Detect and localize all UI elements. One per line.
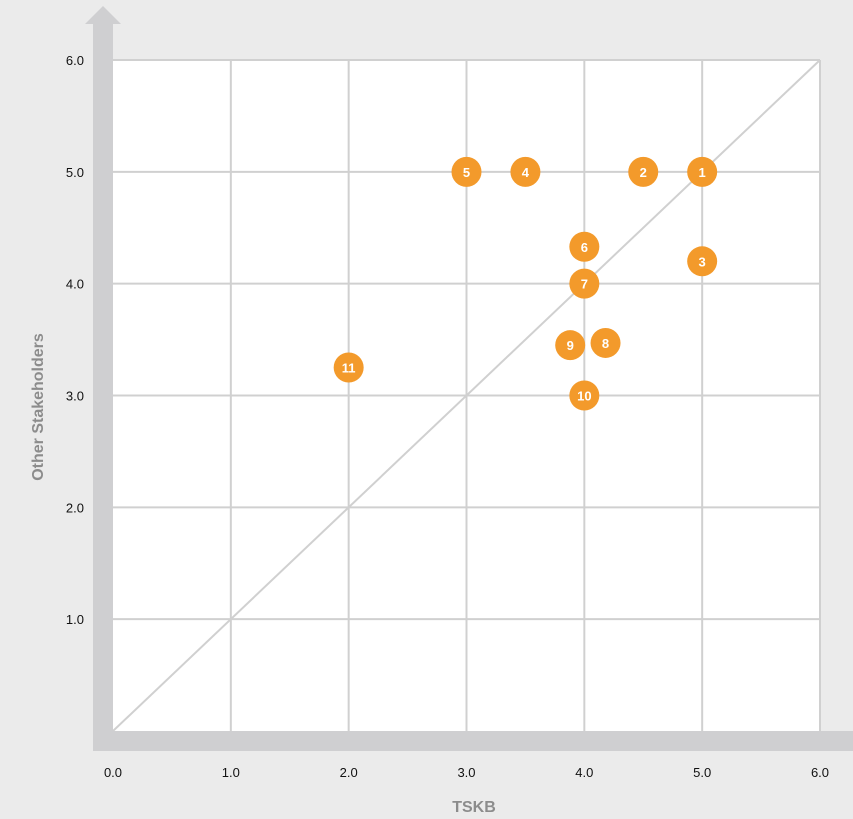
data-point-label: 1 <box>699 165 706 180</box>
data-point-circle <box>333 352 364 383</box>
tick-labels: 0.0 1.0 2.0 3.0 4.0 5.0 6.0 1.0 2.0 3.0 4.0 5.0 6.0 <box>66 53 829 780</box>
data-point-label: 3 <box>699 254 706 269</box>
y-axis-arrow <box>85 6 121 751</box>
data-point-circle <box>590 327 621 358</box>
data-point-marker: 6 <box>569 231 600 262</box>
x-tick-label: 3.0 <box>457 765 475 780</box>
data-point-circle <box>510 156 541 187</box>
data-point-marker: 2 <box>628 156 659 187</box>
data-point-marker: 10 <box>569 380 600 411</box>
data-point-circle <box>687 246 718 277</box>
data-points: 1 2 3 4 5 6 7 8 9 10 11 <box>333 156 718 411</box>
data-point-circle <box>569 231 600 262</box>
data-point-label: 5 <box>463 165 470 180</box>
data-point-marker: 5 <box>451 156 482 187</box>
y-tick-label: 1.0 <box>66 612 84 627</box>
y-tick-label: 3.0 <box>66 389 84 404</box>
x-tick-label: 5.0 <box>693 765 711 780</box>
data-point-label: 8 <box>602 336 609 351</box>
data-point-circle <box>451 156 482 187</box>
data-point-label: 9 <box>567 338 574 353</box>
data-point-circle <box>569 380 600 411</box>
x-tick-label: 2.0 <box>340 765 358 780</box>
data-point-label: 4 <box>522 165 530 180</box>
x-tick-label: 4.0 <box>575 765 593 780</box>
data-point-label: 11 <box>342 361 356 376</box>
data-point-marker: 7 <box>569 268 600 299</box>
data-point-marker: 1 <box>687 156 718 187</box>
y-tick-label: 4.0 <box>66 277 84 292</box>
data-point-label: 7 <box>581 277 588 292</box>
data-point-circle <box>628 156 659 187</box>
data-point-marker: 11 <box>333 352 364 383</box>
data-point-circle <box>687 156 718 187</box>
data-point-circle <box>569 268 600 299</box>
data-point-marker: 3 <box>687 246 718 277</box>
x-tick-label: 0.0 <box>104 765 122 780</box>
data-point-label: 6 <box>581 240 588 255</box>
data-point-marker: 9 <box>555 330 586 361</box>
y-tick-label: 2.0 <box>66 500 84 515</box>
data-point-label: 10 <box>577 389 591 404</box>
axes <box>85 6 853 751</box>
data-point-marker: 4 <box>510 156 541 187</box>
data-point-label: 2 <box>640 165 647 180</box>
x-axis-arrow <box>93 731 853 751</box>
data-point-marker: 8 <box>590 327 621 358</box>
x-tick-label: 1.0 <box>222 765 240 780</box>
x-axis-title: TSKB <box>452 799 496 816</box>
y-axis-title: Other Stakeholders <box>30 333 47 481</box>
y-tick-label: 5.0 <box>66 165 84 180</box>
y-tick-label: 6.0 <box>66 53 84 68</box>
x-tick-label: 6.0 <box>811 765 829 780</box>
data-point-circle <box>555 330 586 361</box>
